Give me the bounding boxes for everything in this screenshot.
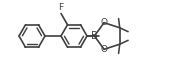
Text: O: O [100, 45, 107, 54]
Text: O: O [100, 18, 107, 27]
Text: F: F [58, 3, 64, 12]
Text: B: B [90, 31, 97, 41]
